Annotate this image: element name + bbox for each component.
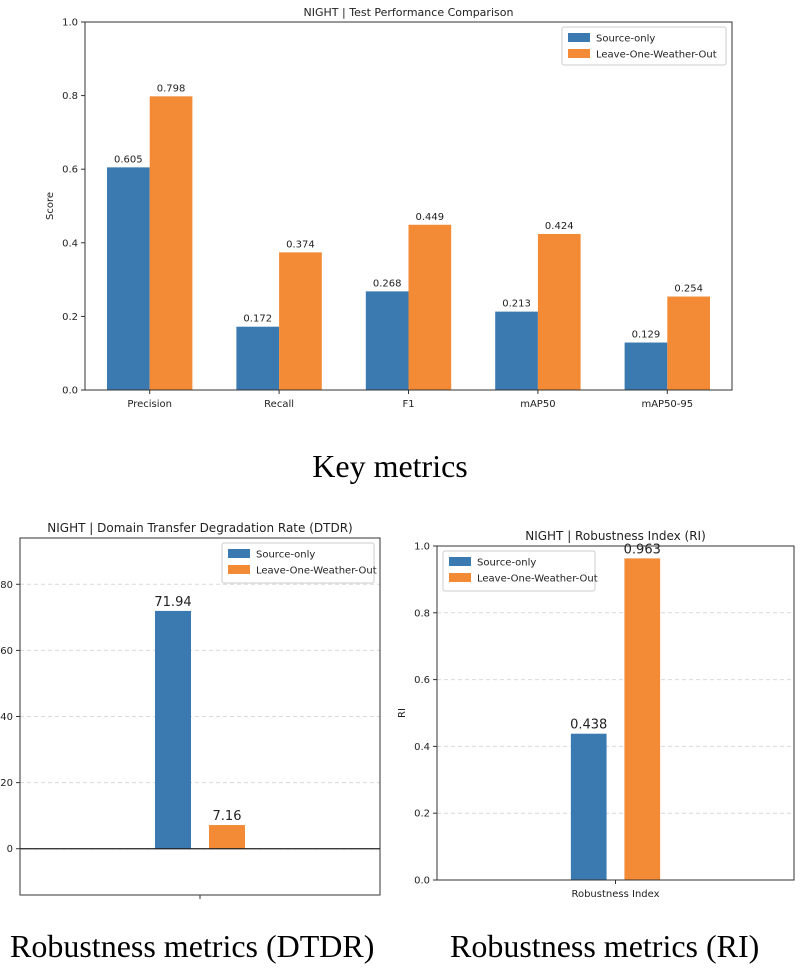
bar-value-label: 0.963 (624, 542, 661, 557)
y-tick-label: 0.6 (414, 675, 430, 686)
y-tick-label: 0.8 (62, 91, 78, 102)
caption-key-metrics: Key metrics (312, 448, 468, 484)
y-tick-label: 60 (0, 646, 13, 657)
bar-value-label: 7.16 (213, 809, 242, 824)
bar-value-label: 0.172 (243, 314, 272, 325)
legend-swatch-source-only (228, 549, 250, 558)
x-tick-label-recall: Recall (264, 399, 294, 410)
bar-value-label: 0.129 (632, 330, 661, 341)
legend-swatch-leave-one-weather-out (449, 573, 471, 582)
y-tick-label: 1.0 (414, 542, 430, 553)
y-tick-label: 40 (0, 712, 13, 723)
y-tick-label: 20 (0, 778, 13, 789)
legend-swatch-leave-one-weather-out (228, 565, 250, 574)
bar-source-only-f1 (365, 291, 409, 390)
bar-leave-one-weather-out-robustness-index (624, 558, 661, 880)
key-metrics-chart: 0.605 0.172 0.268 0.213 0.129 0.798 0.374 0.449… (45, 6, 733, 410)
bar-source-only-dtdr (155, 610, 191, 849)
y-tick-label: 0.2 (414, 809, 430, 820)
x-tick-label-robustness-index: Robustness Index (571, 889, 659, 900)
legend-box (221, 542, 375, 584)
plot-frame (436, 545, 795, 881)
legend-swatch-source-only (568, 33, 590, 42)
bar-leave-one-weather-out-f1 (408, 224, 452, 390)
plot-frame (19, 537, 381, 896)
legend-box (561, 26, 727, 66)
legend-label-source-only: Source-only (596, 34, 655, 45)
bar-leave-one-weather-out-map50-95 (667, 296, 711, 390)
x-tick-label-map50-95: mAP50-95 (641, 399, 693, 410)
legend-swatch-leave-one-weather-out (568, 49, 590, 58)
legend-label-leave-one-weather-out: Leave-One-Weather-Out (596, 50, 717, 61)
x-tick-label-precision: Precision (127, 399, 172, 410)
bar-leave-one-weather-out-dtdr (209, 825, 245, 849)
y-axis-label: Score (45, 192, 56, 220)
dtdr-chart: 71.947.16020406080DTDRNIGHT | Domain Tra… (0, 521, 381, 899)
bar-value-label: 0.268 (373, 278, 402, 289)
bar-leave-one-weather-out-recall (279, 252, 322, 390)
legend-label-source-only: Source-only (477, 558, 536, 569)
y-tick-label: 0.0 (414, 876, 430, 887)
bar-value-label: 0.798 (157, 83, 186, 94)
bar-value-label: 0.213 (502, 299, 531, 310)
chart-title: NIGHT | Robustness Index (RI) (525, 529, 706, 543)
y-tick-label: 0.8 (414, 608, 430, 619)
bar-value-label: 0.254 (674, 284, 703, 295)
legend-label-leave-one-weather-out: Leave-One-Weather-Out (256, 566, 377, 577)
bar-leave-one-weather-out-precision (149, 96, 193, 390)
bar-value-label: 71.94 (154, 595, 191, 610)
y-tick-label: 0 (7, 844, 13, 855)
bar-source-only-map50 (495, 311, 538, 390)
bar-value-label: 0.424 (545, 221, 574, 232)
y-tick-label: 0.4 (414, 742, 430, 753)
y-tick-label: 1.0 (62, 18, 78, 29)
caption-ri: Robustness metrics (RI) (450, 928, 760, 964)
bar-source-only-precision (106, 167, 150, 390)
legend-swatch-source-only (449, 557, 471, 566)
y-tick-label: 80 (0, 580, 13, 591)
chart-title: NIGHT | Test Performance Comparison (304, 6, 514, 19)
bar-source-only-robustness-index (570, 733, 607, 880)
y-axis-label: RI (397, 708, 408, 718)
bar-value-label: 0.449 (416, 212, 445, 223)
chart-title: NIGHT | Domain Transfer Degradation Rate… (47, 521, 352, 535)
legend-label-leave-one-weather-out: Leave-One-Weather-Out (477, 574, 598, 585)
caption-dtdr: Robustness metrics (DTDR) (10, 928, 375, 964)
x-tick-label-map50: mAP50 (520, 399, 555, 410)
legend-label-source-only: Source-only (256, 550, 315, 561)
bar-source-only-map50-95 (624, 342, 668, 390)
ri-chart: 0.438 0.963 0.0 0.2 0.4 0.6 0.8 1.0 Robustness I… (397, 529, 795, 900)
bar-value-label: 0.374 (286, 239, 315, 250)
bar-value-label: 0.438 (570, 718, 607, 733)
x-tick-label-f1: F1 (402, 399, 414, 410)
legend-box (442, 550, 596, 592)
bar-source-only-recall (236, 326, 280, 390)
y-tick-label: 0.6 (62, 165, 78, 176)
bar-value-label: 0.605 (114, 154, 143, 165)
y-tick-label: 0.0 (62, 386, 78, 397)
y-tick-label: 0.4 (62, 238, 78, 249)
bar-leave-one-weather-out-map50 (537, 233, 581, 390)
y-tick-label: 0.2 (62, 312, 78, 323)
